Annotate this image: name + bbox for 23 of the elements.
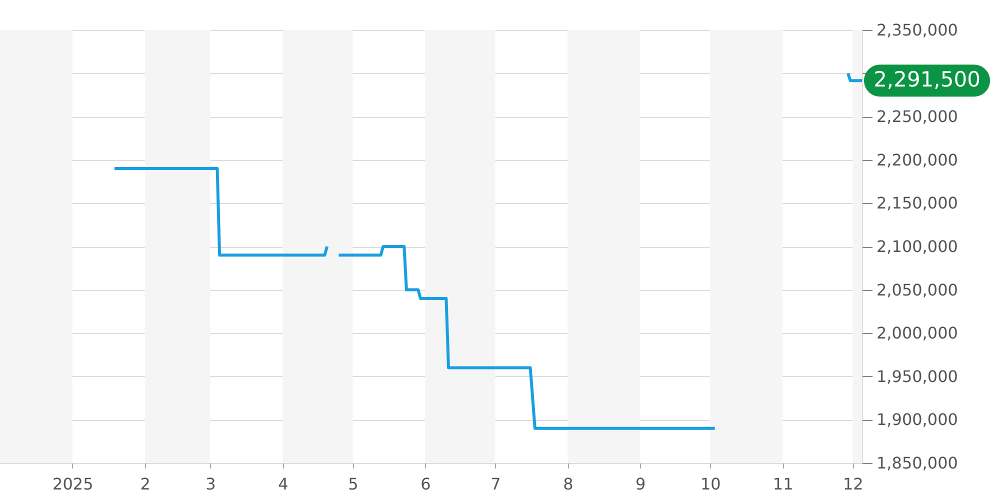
x-tick-label: 2: [140, 474, 150, 494]
y-tick-label: 2,250,000: [876, 107, 958, 126]
y-tick-label: 2,150,000: [876, 194, 958, 213]
y-tick-label: 1,900,000: [876, 410, 958, 430]
x-tick-label: 2025: [52, 474, 94, 494]
x-tick-label: 4: [278, 474, 288, 494]
x-tick-label: 11: [772, 474, 794, 494]
y-tick-label: 2,350,000: [876, 20, 958, 40]
x-tick-label: 7: [490, 474, 501, 494]
y-tick-label: 1,950,000: [876, 366, 958, 386]
x-tick-label: 8: [563, 474, 574, 494]
x-tick-label: 9: [635, 474, 646, 494]
x-tick-label: 6: [420, 474, 431, 494]
y-tick-label: 2,100,000: [876, 237, 958, 256]
x-tick-label: 10: [700, 474, 721, 494]
x-tick-label: 3: [206, 474, 216, 494]
y-tick-label: 2,000,000: [876, 324, 958, 343]
y-tick-label: 2,050,000: [876, 280, 958, 300]
x-tick-label: 5: [348, 474, 358, 494]
x-tick-label: 12: [842, 474, 864, 494]
annotation: 2,291,500: [874, 68, 980, 92]
y-tick-label: 1,850,000: [876, 454, 958, 472]
y-tick-label: 2,200,000: [876, 150, 958, 170]
